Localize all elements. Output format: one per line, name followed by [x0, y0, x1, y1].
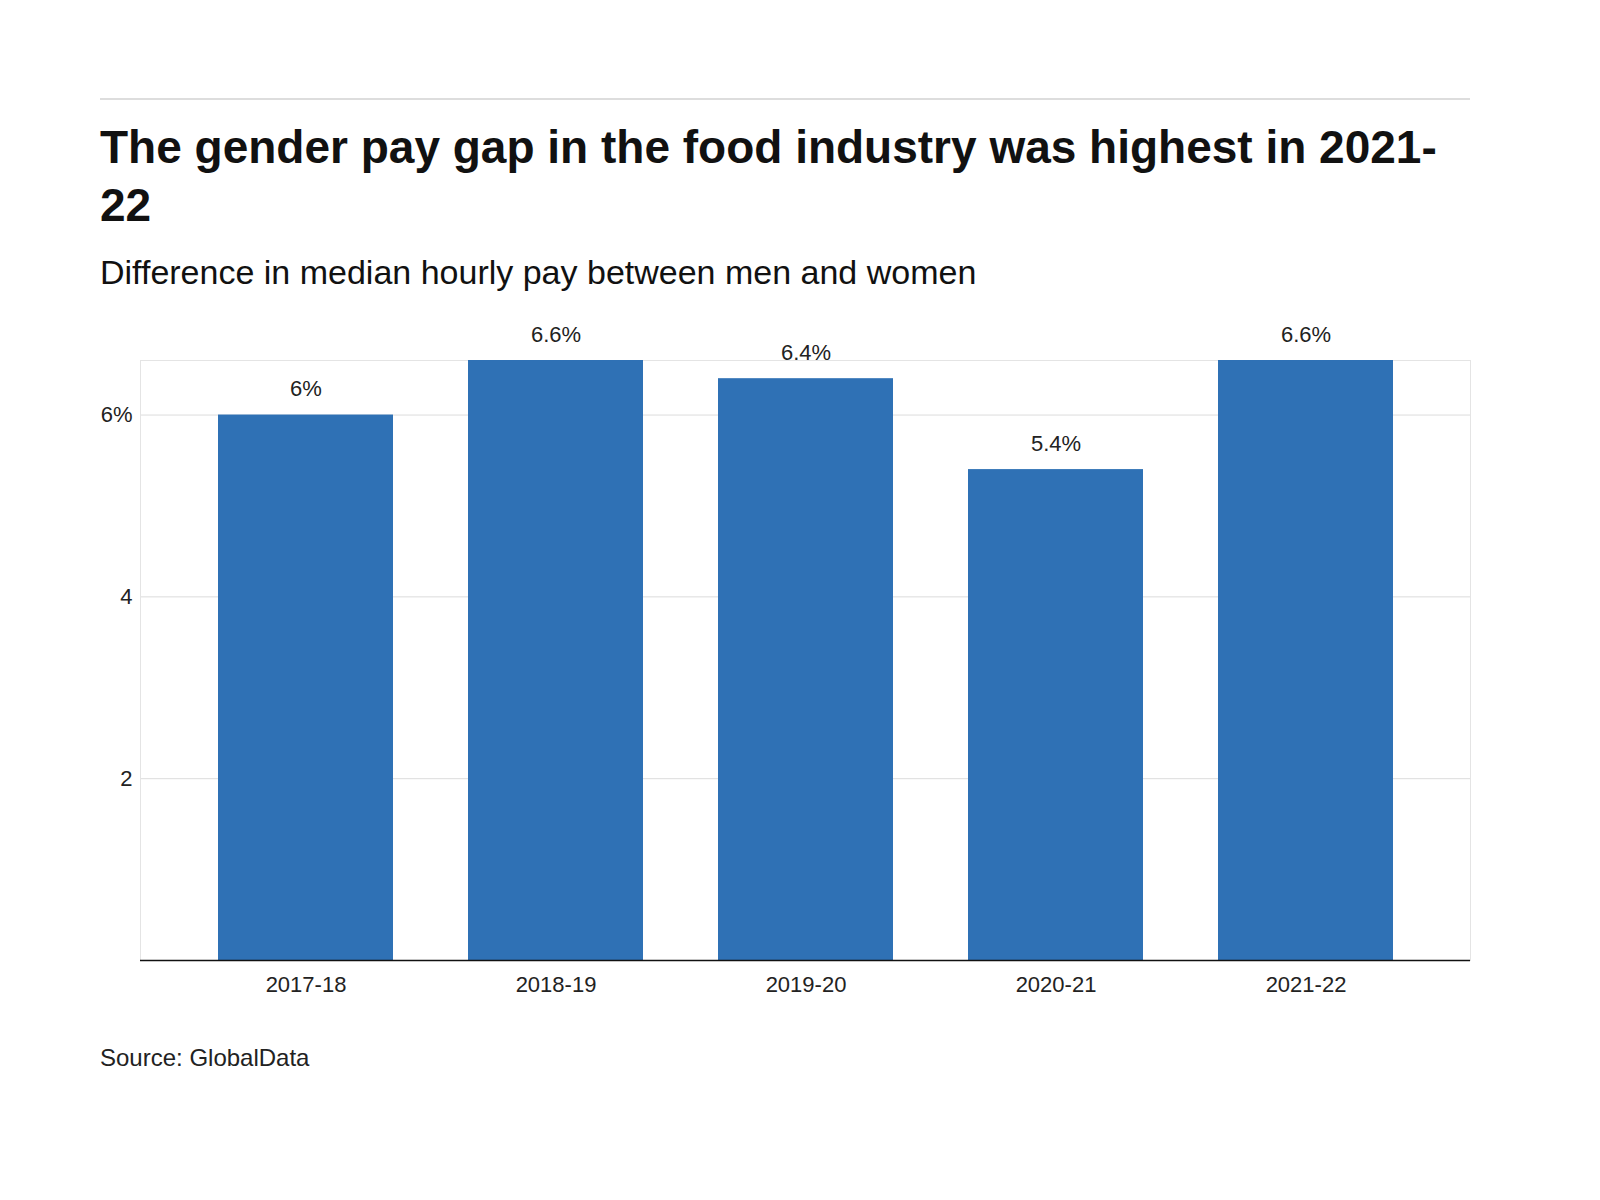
svg-text:2020-21: 2020-21	[1016, 972, 1097, 997]
svg-text:2017-18: 2017-18	[266, 972, 347, 997]
svg-text:6%: 6%	[101, 402, 133, 427]
svg-text:6.6%: 6.6%	[531, 322, 581, 347]
svg-text:6%: 6%	[290, 376, 322, 401]
svg-text:2018-19: 2018-19	[516, 972, 597, 997]
html-text:Difference in median hourly pa: Difference in median hourly pay between …	[100, 253, 977, 291]
svg-text:2021-22: 2021-22	[1266, 972, 1347, 997]
svg-text:6.6%: 6.6%	[1281, 322, 1331, 347]
svg-text:4: 4	[120, 584, 132, 609]
html-text:The gender pay gap in the food: The gender pay gap in the food industry …	[100, 121, 1437, 231]
svg-text:2019-20: 2019-20	[766, 972, 847, 997]
html-text:Source: GlobalData: Source: GlobalData	[100, 1044, 310, 1071]
svg-text:2: 2	[120, 766, 132, 791]
svg-text:6.4%: 6.4%	[781, 340, 831, 365]
svg-text:5.4%: 5.4%	[1031, 431, 1081, 456]
